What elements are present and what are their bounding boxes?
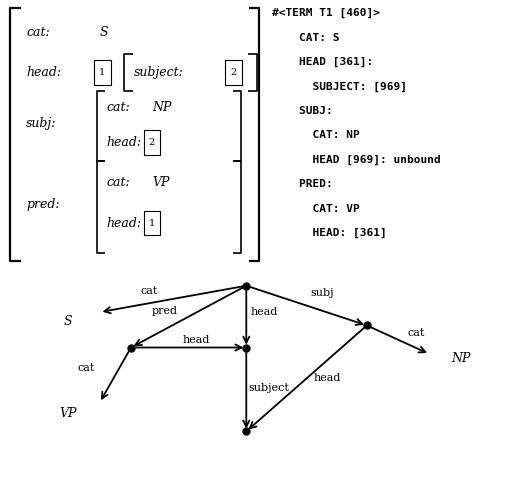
Text: NP: NP [152, 101, 171, 114]
Text: head: head [251, 307, 278, 317]
Text: NP: NP [452, 352, 471, 365]
Text: head:: head: [106, 136, 141, 149]
Text: cat: cat [78, 363, 95, 373]
Text: head:: head: [26, 66, 61, 79]
Text: S: S [100, 26, 108, 39]
Text: CAT: VP: CAT: VP [272, 204, 360, 214]
Text: pred:: pred: [26, 198, 60, 211]
Text: CAT: S: CAT: S [272, 33, 340, 43]
Text: S: S [64, 314, 72, 327]
Text: subject: subject [248, 383, 289, 393]
Text: 1: 1 [149, 218, 155, 228]
FancyBboxPatch shape [225, 60, 242, 84]
Text: 2: 2 [149, 138, 155, 147]
Text: head: head [183, 336, 210, 346]
Text: HEAD [969]: unbound: HEAD [969]: unbound [272, 155, 441, 165]
Text: #<TERM T1 [460]>: #<TERM T1 [460]> [272, 8, 380, 18]
Text: subj:: subj: [26, 117, 57, 130]
Text: subj: subj [310, 288, 334, 299]
Text: SUBJECT: [969]: SUBJECT: [969] [272, 82, 408, 92]
Text: cat:: cat: [106, 101, 130, 114]
Text: subject:: subject: [134, 66, 183, 79]
Text: head:: head: [106, 216, 141, 229]
Text: VP: VP [152, 176, 169, 189]
Text: head: head [314, 373, 341, 383]
Text: cat: cat [408, 328, 425, 338]
Text: SUBJ:: SUBJ: [272, 106, 333, 116]
Text: cat: cat [140, 286, 158, 296]
Text: PRED:: PRED: [272, 180, 333, 189]
Text: VP: VP [59, 407, 77, 420]
Text: HEAD [361]:: HEAD [361]: [272, 57, 374, 67]
Text: 1: 1 [99, 68, 105, 77]
Text: 2: 2 [230, 68, 236, 77]
Text: cat:: cat: [26, 26, 50, 39]
FancyBboxPatch shape [94, 60, 111, 84]
FancyBboxPatch shape [144, 131, 160, 155]
Text: pred: pred [152, 306, 178, 316]
Text: cat:: cat: [106, 176, 130, 189]
Text: HEAD: [361]: HEAD: [361] [272, 228, 387, 239]
FancyBboxPatch shape [144, 211, 160, 235]
Text: CAT: NP: CAT: NP [272, 131, 360, 140]
